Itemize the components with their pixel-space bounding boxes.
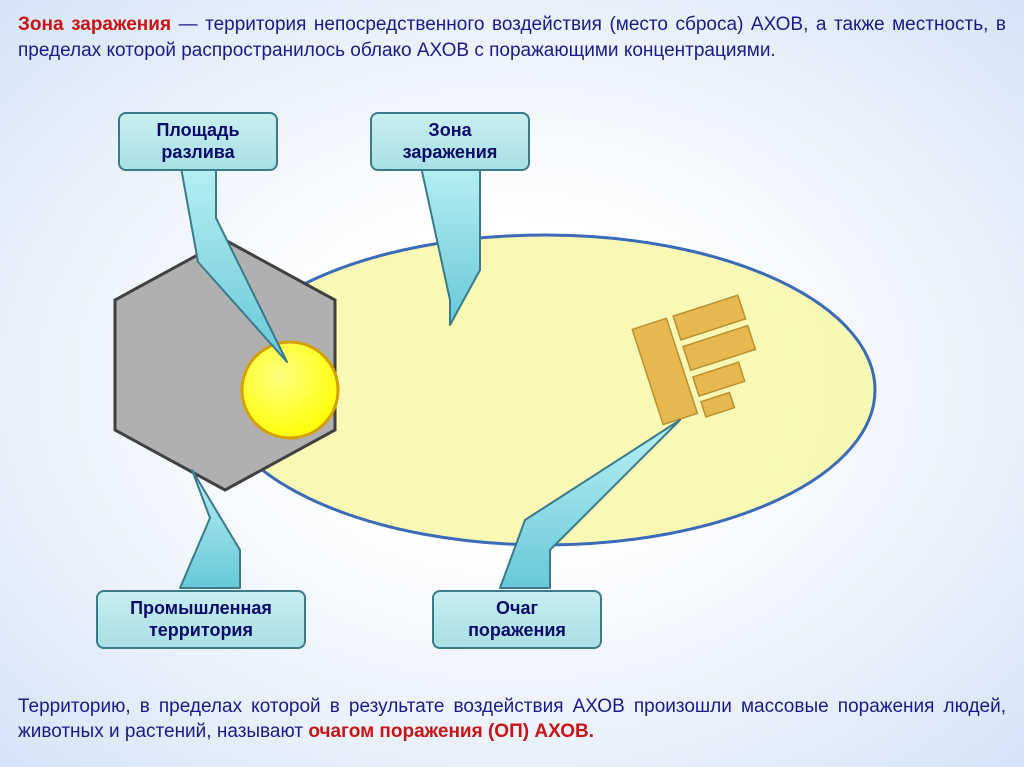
label-line: территория [149,620,253,640]
label-spill-area: Площадь разлива [118,112,278,171]
label-line: разлива [161,142,234,162]
label-line: Площадь [156,120,239,140]
spill-circle [242,342,338,438]
label-line: поражения [468,620,566,640]
intro-paragraph: Зона заражения — территория непосредстве… [18,12,1006,63]
label-line: Очаг [496,598,538,618]
label-contamination-zone: Зона заражения [370,112,530,171]
label-damage-focus: Очаг поражения [432,590,602,649]
label-line: Зона [428,120,471,140]
label-industrial-territory: Промышленная территория [96,590,306,649]
label-line: заражения [403,142,498,162]
outro-paragraph: Территорию, в пределах которой в результ… [18,694,1006,745]
diagram-container: Площадь разлива Зона заражения Промышлен… [0,100,1024,660]
intro-term: Зона заражения [18,14,171,35]
label-line: Промышленная [130,598,272,618]
outro-term: очагом поражения (ОП) АХОВ. [308,721,594,742]
diagram-svg [0,100,1024,660]
